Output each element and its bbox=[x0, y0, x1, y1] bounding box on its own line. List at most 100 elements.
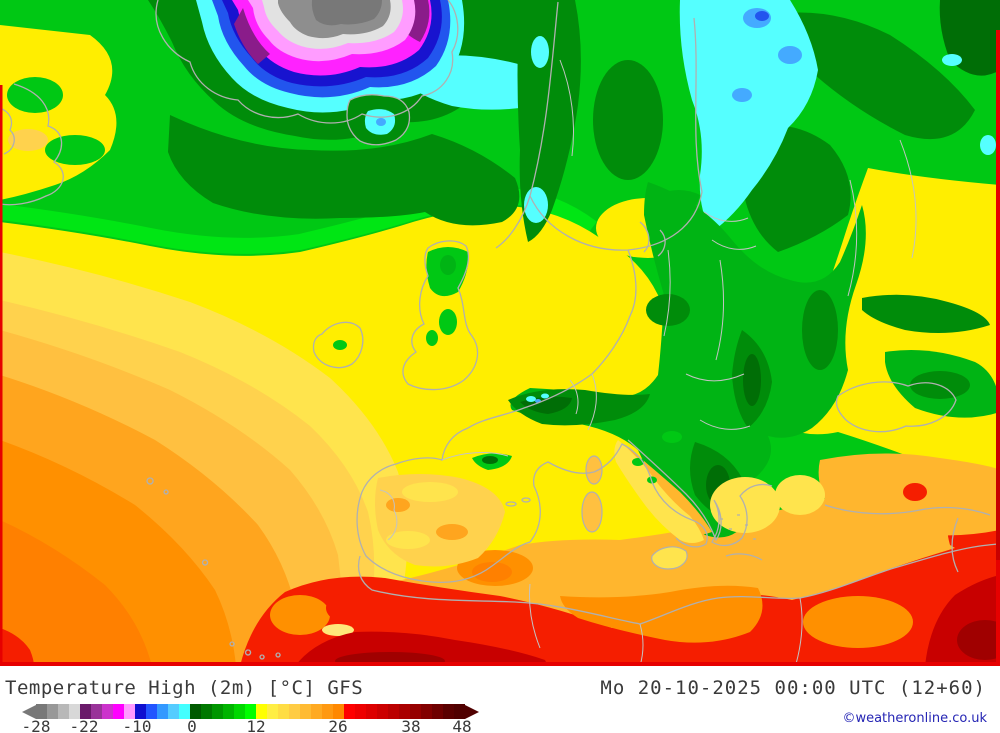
coastline-scandinavia bbox=[495, 1, 703, 251]
region-band-orangered bbox=[0, 520, 152, 666]
region-pyrenees-core bbox=[482, 456, 498, 464]
region-central-europe-green bbox=[510, 182, 866, 538]
region-norway-cyan-north bbox=[531, 36, 549, 68]
region-east-darkgreen-band bbox=[802, 290, 838, 370]
region-ireland-green bbox=[333, 340, 347, 350]
region-morocco-orange bbox=[270, 595, 330, 635]
region-darkgreen-south-of-greenland bbox=[168, 115, 520, 226]
colorbar-segment bbox=[234, 704, 245, 719]
region-iberia-orange-2 bbox=[386, 498, 410, 512]
colorbar-segment bbox=[168, 704, 179, 719]
region-bothnia-blue-3 bbox=[732, 88, 752, 102]
colorbar-tick: -28 bbox=[21, 717, 51, 733]
map-datetime: Mo 20-10-2025 00:00 UTC (12+60) bbox=[600, 677, 986, 699]
colorbar-segment bbox=[432, 704, 443, 719]
colorbar-segment bbox=[454, 704, 465, 719]
region-libya-orange bbox=[803, 596, 913, 648]
colorbar-segment bbox=[201, 704, 212, 719]
coastline-med-north bbox=[529, 443, 708, 548]
colorbar-tick: -10 bbox=[122, 717, 152, 733]
region-sw-france-orange-core bbox=[472, 562, 512, 582]
coastline-balearics bbox=[505, 497, 531, 507]
region-bothnia-blue-2 bbox=[778, 46, 802, 64]
colorbar-segment bbox=[223, 704, 234, 719]
colorbar-segment bbox=[289, 704, 300, 719]
region-scotland-core bbox=[440, 255, 456, 275]
coastlines bbox=[0, 0, 1000, 660]
region-greenland-purple-sw bbox=[234, 8, 270, 64]
colorbar-segment bbox=[443, 704, 454, 719]
colorbar-segment bbox=[399, 704, 410, 719]
colorbar-segment bbox=[355, 704, 366, 719]
coastline-atlantic-islands bbox=[146, 477, 281, 660]
map-edge-bottom bbox=[0, 662, 1000, 666]
region-pennines-green bbox=[439, 309, 457, 335]
colorbar-segment bbox=[91, 704, 102, 719]
colorbar-segment bbox=[36, 704, 47, 719]
map-title: Temperature High (2m) [°C] GFS bbox=[5, 677, 364, 699]
colorbar-segment bbox=[58, 704, 69, 719]
coastline-adriatic bbox=[627, 439, 773, 547]
map-footer: Temperature High (2m) [°C] GFS Mo 20-10-… bbox=[0, 666, 1000, 733]
colorbar-segment bbox=[179, 704, 190, 719]
coastline-labrador bbox=[0, 83, 64, 206]
region-labrador-amber bbox=[8, 129, 48, 151]
border-lines-scandinavia bbox=[559, 59, 574, 157]
region-iceland-blue-dot bbox=[376, 118, 386, 126]
region-labrador-green-2 bbox=[45, 135, 105, 165]
region-finnmark-darkgreen bbox=[770, 12, 975, 140]
colorbar-segment bbox=[190, 704, 201, 719]
colorbar-segment bbox=[388, 704, 399, 719]
colorbar-segment bbox=[124, 704, 135, 719]
colorbar-segment bbox=[278, 704, 289, 719]
colorbar-tick: 0 bbox=[187, 717, 197, 733]
colorbar-segment bbox=[80, 704, 91, 719]
coastline-greenland bbox=[155, 0, 459, 124]
colorbar-segment bbox=[333, 704, 344, 719]
region-atlas-red bbox=[326, 592, 378, 624]
region-bothnia-blue-core bbox=[755, 11, 769, 21]
coastline-continent-west bbox=[356, 249, 637, 584]
region-apennine-green-1 bbox=[632, 458, 644, 466]
colorbar-segment bbox=[421, 704, 432, 719]
region-sardinia bbox=[581, 491, 603, 533]
coastline-britain bbox=[402, 240, 479, 391]
temperature-map bbox=[0, 0, 1000, 666]
country-borders bbox=[379, 59, 917, 666]
colorbar-tick: 26 bbox=[328, 717, 348, 733]
region-bohemia-darkgreen bbox=[646, 294, 690, 326]
border-lines-east bbox=[703, 139, 917, 297]
region-turkey-west-pale bbox=[775, 475, 825, 515]
colorbar-ticks: -28 -22 -10 0 12 26 38 48 bbox=[0, 717, 1000, 733]
region-alps-glacier-cyan-2 bbox=[541, 393, 549, 399]
region-sicily bbox=[651, 546, 688, 570]
colorbar-tick: 38 bbox=[401, 717, 421, 733]
colorbar-segment bbox=[300, 704, 311, 719]
region-corner-red-sw bbox=[0, 628, 34, 666]
copyright-link[interactable]: ©weatheronline.co.uk bbox=[842, 711, 987, 726]
region-iberia-pale-2 bbox=[386, 531, 430, 549]
colorbar-segment bbox=[322, 704, 333, 719]
coastline-iceland bbox=[346, 94, 411, 146]
colorbar-segment bbox=[135, 704, 146, 719]
colorbar-left-arrow bbox=[22, 704, 36, 719]
colorbar-segment bbox=[102, 704, 113, 719]
colorbar-segment bbox=[366, 704, 377, 719]
colorbar-segment bbox=[256, 704, 267, 719]
colorbar-segment bbox=[157, 704, 168, 719]
colorbar bbox=[22, 704, 479, 719]
colorbar-segment bbox=[146, 704, 157, 719]
region-north-africa-red bbox=[240, 542, 1000, 666]
colorbar-tick: -22 bbox=[69, 717, 99, 733]
colorbar-segments bbox=[36, 704, 465, 719]
border-lines-west bbox=[379, 373, 597, 541]
region-carpathians-core bbox=[743, 354, 761, 406]
region-atlas-pale-1 bbox=[322, 624, 354, 636]
region-corsica bbox=[585, 455, 603, 485]
coastline-north-africa bbox=[357, 543, 1000, 625]
region-russia-cyan-2 bbox=[980, 135, 996, 155]
region-russia-cyan-1 bbox=[942, 54, 962, 66]
colorbar-segment bbox=[69, 704, 80, 719]
region-turkey-red-dot bbox=[903, 483, 927, 501]
